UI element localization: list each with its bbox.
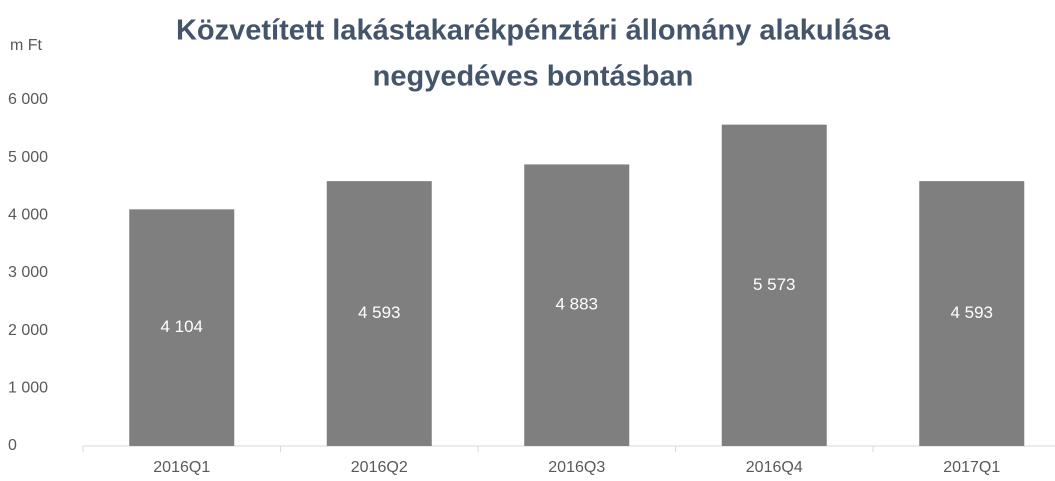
chart-title: negyedéves bontásban: [373, 61, 694, 93]
data-label: 5 573: [753, 275, 796, 294]
y-tick-label: 6 000: [8, 91, 48, 108]
y-tick-label: 5 000: [8, 149, 48, 166]
data-label: 4 104: [160, 317, 203, 336]
x-tick-label: 2017Q1: [943, 459, 1000, 476]
y-tick-label: 3 000: [8, 264, 48, 281]
bar: [524, 164, 630, 446]
x-tick-label: 2016Q3: [548, 459, 605, 476]
x-tick-label: 2016Q1: [153, 459, 210, 476]
x-tick-label: 2016Q2: [351, 459, 408, 476]
y-tick-label: 0: [8, 437, 17, 454]
chart-title: Közvetített lakástakarékpénztári állomán…: [176, 15, 891, 47]
bar: [129, 209, 235, 446]
y-tick-label: 4 000: [8, 207, 48, 224]
data-label: 4 593: [358, 303, 401, 322]
bar: [919, 181, 1025, 446]
data-label: 4 593: [950, 303, 993, 322]
data-label: 4 883: [555, 295, 598, 314]
y-tick-label: 2 000: [8, 322, 48, 339]
y-tick-label: 1 000: [8, 380, 48, 397]
y-axis-unit: m Ft: [10, 37, 43, 54]
bar: [326, 181, 432, 446]
bar: [721, 124, 827, 447]
x-tick-label: 2016Q4: [746, 459, 803, 476]
